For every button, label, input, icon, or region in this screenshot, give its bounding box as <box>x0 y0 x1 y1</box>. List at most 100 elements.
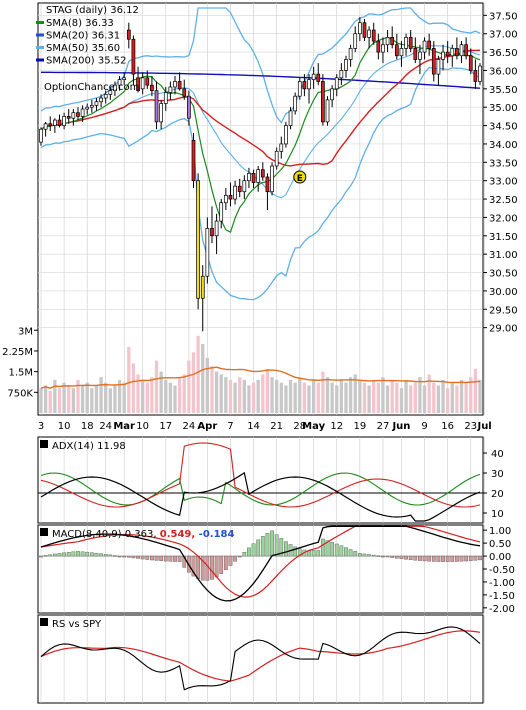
volume-bar <box>94 385 99 413</box>
macd-histogram-bar <box>390 555 395 558</box>
volume-bar <box>214 371 219 413</box>
volume-bar <box>71 388 76 413</box>
x-tick-label: Apr <box>197 421 217 432</box>
candle-body <box>66 116 71 119</box>
candle-body <box>459 44 464 57</box>
candle-body <box>53 119 57 126</box>
candle-body <box>108 90 113 95</box>
macd-histogram-bar <box>39 555 43 558</box>
candle-body <box>117 79 122 86</box>
x-tick-label: 27 <box>377 421 390 432</box>
volume-bar <box>242 379 246 413</box>
candle-body <box>43 123 48 130</box>
macd-histogram-bar <box>122 555 127 558</box>
candle-body <box>362 22 367 38</box>
di-minus-line <box>40 442 481 508</box>
candle-body <box>321 81 325 123</box>
volume-bar <box>404 379 408 413</box>
volume-bar <box>422 385 427 413</box>
candle-body <box>113 84 117 92</box>
price-tick-label: 36.00 <box>489 66 518 77</box>
macd-histogram-bar <box>43 555 48 557</box>
candle-body <box>371 29 376 42</box>
rs-panel-frame <box>37 614 484 704</box>
volume-bar <box>441 379 445 413</box>
candle-body <box>422 40 427 53</box>
candle-body <box>325 99 330 123</box>
candle-body <box>408 37 413 49</box>
candle-body <box>187 95 191 119</box>
volume-tick-label: 1.5M <box>8 368 33 379</box>
volume-bar <box>413 382 417 413</box>
macd-histogram-bar <box>113 555 117 557</box>
volume-bar <box>99 377 103 413</box>
candle-body <box>173 81 177 88</box>
candle-body <box>464 44 468 57</box>
candle-body <box>311 73 316 80</box>
x-tick-label: 17 <box>159 421 172 432</box>
candle-body <box>404 37 408 49</box>
price-tick-label: 34.50 <box>489 122 518 133</box>
adx-legend-swatch <box>40 440 48 448</box>
sma200-line <box>41 71 481 89</box>
macd-histogram-bar <box>191 555 196 577</box>
macd-histogram-bar <box>89 552 94 557</box>
volume-bar <box>191 352 196 413</box>
volume-bar <box>321 371 325 413</box>
volume-tick-label: 3M <box>18 326 33 337</box>
macd-histogram-bar <box>80 551 85 557</box>
macd-histogram-bar <box>431 555 436 562</box>
candle-body <box>39 128 43 143</box>
candle-body <box>94 101 99 106</box>
volume-bar <box>104 382 108 413</box>
legend-swatch <box>36 33 44 37</box>
macd-histogram-bar <box>76 551 80 557</box>
macd-histogram-bar <box>464 555 469 562</box>
macd-histogram-bar <box>413 555 418 561</box>
macd-histogram-bar <box>274 534 279 557</box>
candle-body <box>302 81 307 90</box>
candle-body <box>316 73 321 82</box>
macd-histogram-bar <box>228 555 233 566</box>
candle-body <box>210 228 214 237</box>
volume-bar <box>293 382 297 413</box>
macd-histogram-bar <box>48 554 53 557</box>
volume-bar <box>113 385 117 413</box>
volume-bar <box>344 382 348 413</box>
candle-body <box>284 125 288 145</box>
volume-bar <box>224 377 228 413</box>
volume-bar <box>76 379 80 413</box>
x-tick-label: Jul <box>476 421 491 432</box>
candle-body <box>122 77 127 80</box>
candle-body <box>223 195 228 204</box>
volume-bar <box>62 382 66 413</box>
volume-bar <box>270 377 274 413</box>
legend-swatch <box>36 46 44 49</box>
volume-bar <box>140 379 145 413</box>
macd-tick-label: 0.50 <box>489 539 511 550</box>
macd-histogram-bar <box>260 536 265 557</box>
macd-panel-frame <box>37 524 484 614</box>
candle-body <box>85 106 90 110</box>
macd-histogram-bar <box>381 555 385 558</box>
price-tick-label: 37.50 <box>489 11 518 22</box>
candle-body <box>450 48 455 57</box>
candle-body <box>441 51 445 60</box>
macd-histogram-bar <box>251 543 256 557</box>
volume-average-line <box>40 366 481 389</box>
macd-histogram-bar <box>367 554 371 557</box>
volume-bar <box>247 385 251 413</box>
candle-body <box>455 48 459 57</box>
macd-histogram-bar <box>168 555 173 562</box>
candle-body <box>76 112 80 117</box>
price-tick-label: 30.00 <box>489 287 518 298</box>
macd-histogram-bar <box>459 555 464 562</box>
macd-line <box>40 525 481 602</box>
candle-body <box>473 70 478 82</box>
candle-body <box>468 55 473 71</box>
price-panel-frame <box>37 2 484 416</box>
candle-body <box>288 110 293 126</box>
volume-bar <box>390 379 394 413</box>
volume-bar <box>201 344 205 413</box>
